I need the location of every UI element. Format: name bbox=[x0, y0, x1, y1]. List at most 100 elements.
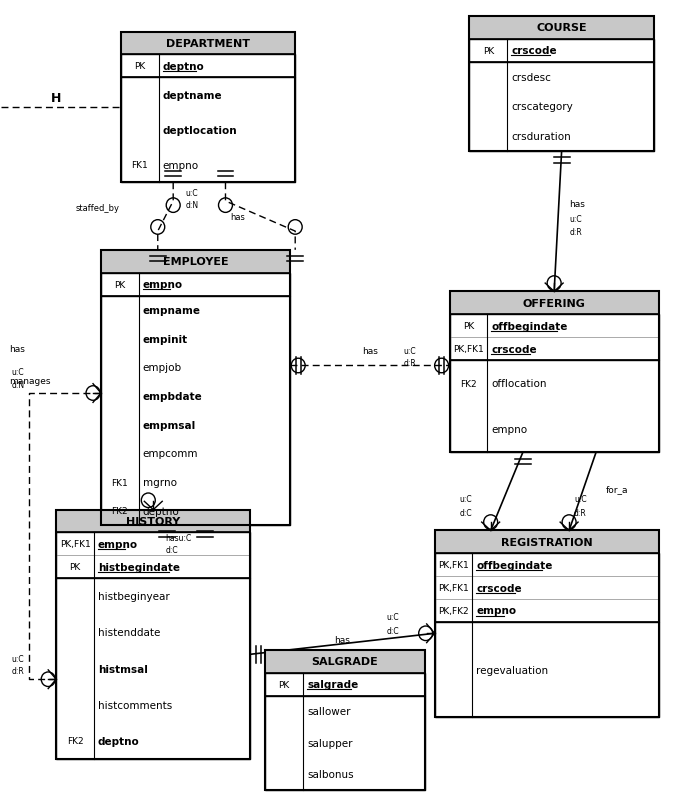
Text: empname: empname bbox=[143, 306, 201, 315]
Text: PK: PK bbox=[279, 680, 290, 689]
Text: d:R: d:R bbox=[569, 228, 582, 237]
Text: empinit: empinit bbox=[143, 334, 188, 344]
Bar bbox=[101, 250, 290, 525]
Text: deptlocation: deptlocation bbox=[163, 126, 237, 136]
Text: PK,FK1: PK,FK1 bbox=[438, 583, 469, 593]
Text: u:C: u:C bbox=[404, 346, 416, 355]
Text: deptno: deptno bbox=[143, 506, 179, 516]
Text: d:C: d:C bbox=[460, 508, 472, 517]
Bar bbox=[266, 650, 424, 673]
Text: u:C: u:C bbox=[460, 495, 472, 504]
Text: staffed_by: staffed_by bbox=[76, 204, 120, 213]
Text: REGISTRATION: REGISTRATION bbox=[501, 537, 593, 547]
Text: empno: empno bbox=[143, 280, 183, 290]
Bar bbox=[56, 578, 250, 759]
Text: crscode: crscode bbox=[491, 344, 537, 354]
Bar bbox=[469, 17, 653, 152]
Text: d:R: d:R bbox=[574, 508, 586, 517]
Text: empjob: empjob bbox=[143, 363, 182, 373]
Bar bbox=[435, 553, 659, 622]
Text: histcomments: histcomments bbox=[98, 700, 172, 710]
Text: crsdesc: crsdesc bbox=[511, 72, 551, 83]
Text: H: H bbox=[51, 91, 61, 104]
Text: hasu:C: hasu:C bbox=[165, 533, 192, 542]
Text: d:N: d:N bbox=[185, 201, 198, 210]
Bar bbox=[56, 510, 250, 533]
Text: FK1: FK1 bbox=[132, 161, 148, 170]
Text: crscode: crscode bbox=[511, 47, 557, 56]
Text: for_a: for_a bbox=[606, 485, 629, 494]
Text: FK1: FK1 bbox=[112, 478, 128, 487]
Bar bbox=[266, 673, 424, 696]
Text: deptno: deptno bbox=[163, 62, 204, 71]
Text: d:N: d:N bbox=[11, 380, 24, 389]
Bar bbox=[450, 315, 659, 361]
Bar bbox=[56, 510, 250, 759]
Text: HISTORY: HISTORY bbox=[126, 516, 180, 526]
Text: PK,FK1: PK,FK1 bbox=[438, 561, 469, 569]
Text: has: has bbox=[10, 345, 26, 354]
Text: mgrno: mgrno bbox=[143, 477, 177, 488]
Text: PK,FK1: PK,FK1 bbox=[60, 540, 90, 549]
Text: PK,FK2: PK,FK2 bbox=[438, 606, 469, 615]
Text: u:C: u:C bbox=[386, 612, 399, 621]
Bar bbox=[101, 250, 290, 273]
Text: crscategory: crscategory bbox=[511, 103, 573, 112]
Text: u:C: u:C bbox=[12, 654, 24, 662]
Text: PK: PK bbox=[483, 47, 494, 55]
Text: histbeginyear: histbeginyear bbox=[98, 592, 170, 602]
Text: SALGRADE: SALGRADE bbox=[312, 657, 378, 666]
Text: d:C: d:C bbox=[165, 545, 178, 554]
Bar bbox=[435, 622, 659, 718]
Text: salupper: salupper bbox=[307, 738, 353, 748]
Text: salgrade: salgrade bbox=[307, 679, 358, 690]
Bar bbox=[450, 292, 659, 315]
Text: PK,FK1: PK,FK1 bbox=[453, 345, 484, 354]
Text: u:C: u:C bbox=[12, 368, 24, 377]
Text: u:C: u:C bbox=[185, 188, 198, 197]
Text: PK: PK bbox=[70, 562, 81, 572]
Bar bbox=[469, 40, 653, 63]
Text: empno: empno bbox=[163, 160, 199, 171]
Bar bbox=[101, 296, 290, 525]
Bar bbox=[469, 17, 653, 40]
Bar bbox=[266, 650, 424, 790]
Bar bbox=[450, 361, 659, 453]
Text: empbdate: empbdate bbox=[143, 391, 203, 402]
Bar bbox=[266, 696, 424, 790]
Text: empno: empno bbox=[491, 425, 528, 435]
Text: PK: PK bbox=[463, 322, 474, 330]
Text: manages: manages bbox=[10, 376, 51, 385]
Text: offbegindate: offbegindate bbox=[477, 560, 553, 570]
Text: FK2: FK2 bbox=[460, 379, 477, 388]
Text: histbegindate: histbegindate bbox=[98, 562, 180, 572]
Bar bbox=[121, 55, 295, 79]
Text: histmsal: histmsal bbox=[98, 664, 148, 674]
Text: deptname: deptname bbox=[163, 91, 222, 101]
Bar bbox=[435, 531, 659, 553]
Text: empno: empno bbox=[477, 606, 517, 616]
Text: salbonus: salbonus bbox=[307, 769, 354, 780]
Text: DEPARTMENT: DEPARTMENT bbox=[166, 39, 250, 49]
Text: EMPLOYEE: EMPLOYEE bbox=[163, 257, 228, 267]
Text: empno: empno bbox=[98, 539, 138, 549]
Text: has: has bbox=[569, 200, 586, 209]
Text: u:C: u:C bbox=[569, 215, 582, 224]
Text: empmsal: empmsal bbox=[143, 420, 196, 430]
Text: regevaluation: regevaluation bbox=[477, 665, 549, 674]
Text: offlocation: offlocation bbox=[491, 379, 547, 389]
Text: has: has bbox=[362, 346, 378, 355]
Text: FK2: FK2 bbox=[112, 507, 128, 516]
Text: PK: PK bbox=[115, 280, 126, 290]
Text: d:R: d:R bbox=[404, 359, 416, 368]
Text: COURSE: COURSE bbox=[536, 23, 587, 34]
Text: histenddate: histenddate bbox=[98, 628, 160, 638]
Text: offbegindate: offbegindate bbox=[491, 322, 568, 331]
Text: crscode: crscode bbox=[477, 583, 522, 593]
Bar bbox=[450, 292, 659, 453]
Text: has: has bbox=[335, 635, 351, 644]
Bar bbox=[121, 79, 295, 183]
Text: crsduration: crsduration bbox=[511, 132, 571, 142]
Text: d:C: d:C bbox=[386, 626, 399, 635]
Bar bbox=[121, 33, 295, 183]
